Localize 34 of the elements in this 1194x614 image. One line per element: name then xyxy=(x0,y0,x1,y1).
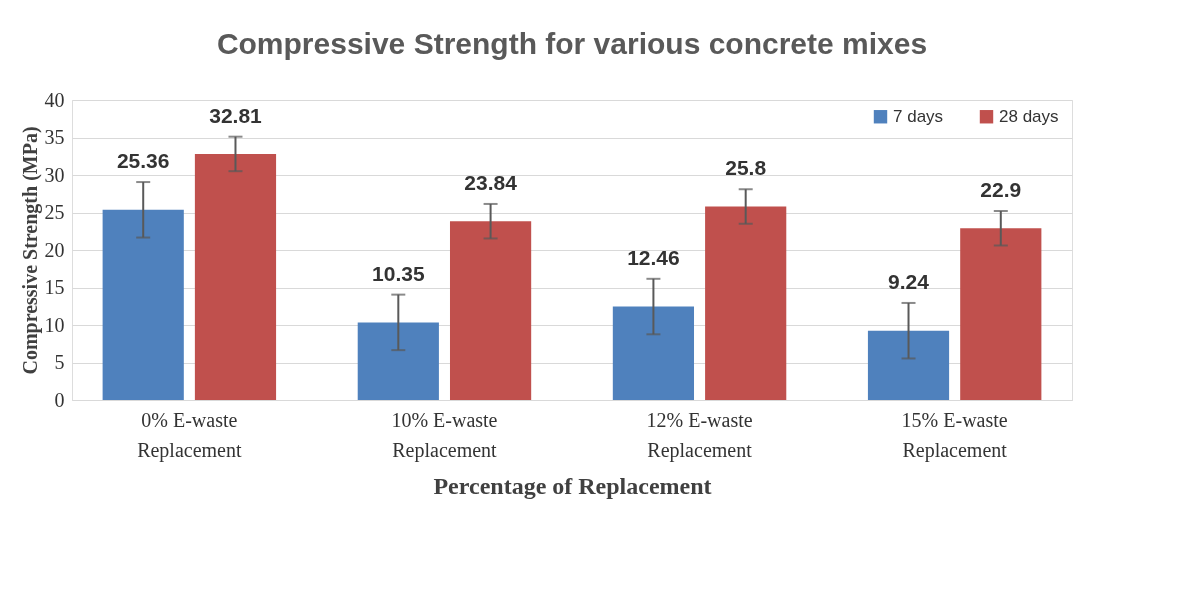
data-label: 23.84 xyxy=(464,170,518,194)
data-label: 10.35 xyxy=(372,261,425,285)
x-tick-label: 15% E-waste Replacement xyxy=(901,408,1008,462)
chart-title: Compressive Strength for various concrete mixes xyxy=(216,27,928,60)
data-label: 25.36 xyxy=(116,149,170,173)
y-tick-label: 30 xyxy=(44,163,65,186)
y-tick-label: 0 xyxy=(54,388,65,411)
y-tick-label: 5 xyxy=(54,351,65,373)
y-tick-label: 10 xyxy=(44,313,65,336)
y-tick-label: 15 xyxy=(44,276,65,298)
bar xyxy=(357,322,439,400)
x-tick-label: 0% E-waste Replacement xyxy=(137,408,242,462)
data-label: 25.8 xyxy=(725,156,767,180)
bar xyxy=(867,330,950,400)
bar xyxy=(449,221,532,400)
y-tick-label: 35 xyxy=(44,126,65,148)
x-tick-label: 12% E-waste Replacement xyxy=(646,408,753,462)
bar xyxy=(194,153,277,400)
y-axis-title: Compressive Strength (MPa) xyxy=(18,126,42,375)
bar xyxy=(102,209,184,400)
bar xyxy=(705,206,787,400)
y-tick-label: 20 xyxy=(44,238,65,261)
y-tick-label: 25 xyxy=(44,201,65,223)
x-tick-label: 10% E-waste Replacement xyxy=(391,408,498,462)
bar xyxy=(960,228,1042,400)
legend-label: 28 days xyxy=(999,106,1059,126)
x-axis-title: Percentage of Replacement xyxy=(433,472,712,499)
y-tick-label: 40 xyxy=(44,88,65,111)
data-label: 12.46 xyxy=(627,245,680,269)
data-label: 22.9 xyxy=(980,178,1022,201)
bar xyxy=(612,306,695,400)
data-label: 32.81 xyxy=(209,103,263,127)
legend-label: 7 days xyxy=(893,106,944,126)
data-label: 9.24 xyxy=(888,269,930,293)
